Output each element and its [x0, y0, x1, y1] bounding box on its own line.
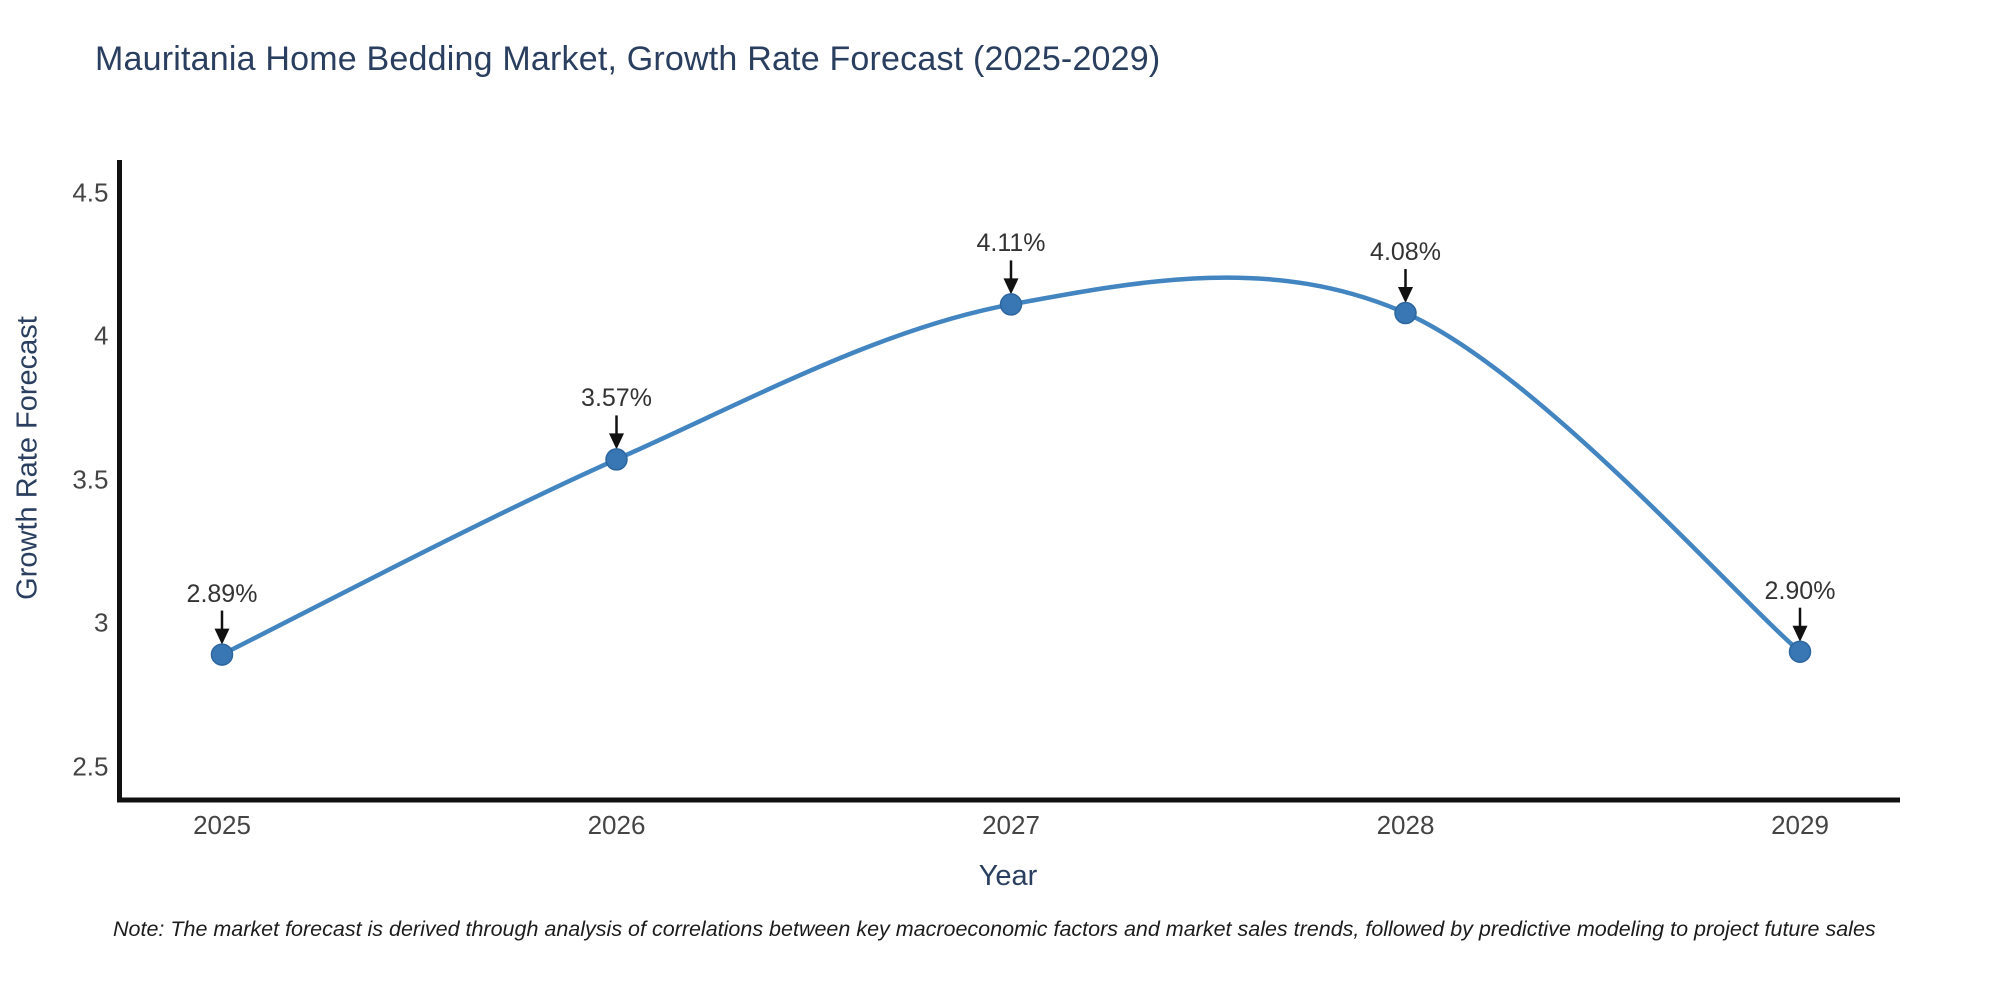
axis-spines [117, 160, 1900, 803]
y-tick-label: 4.5 [72, 177, 109, 207]
footnote: Note: The market forecast is derived thr… [113, 917, 1876, 941]
data-point-value-label: 4.08% [1370, 238, 1441, 267]
data-point-marker [1394, 301, 1417, 325]
x-tick-label: 2026 [587, 810, 646, 840]
x-tick-label: 2028 [1376, 810, 1435, 840]
annotation-arrow-head [609, 433, 624, 450]
data-point-marker [999, 293, 1023, 316]
data-point-marker [605, 448, 628, 471]
x-tick-label: 2029 [1771, 810, 1829, 840]
data-point-value-label: 2.89% [186, 579, 258, 608]
y-tick-label: 3.5 [72, 464, 109, 494]
annotation-arrow-head [214, 628, 230, 645]
data-point-marker [1788, 640, 1812, 663]
data-point-value-label: 4.11% [976, 229, 1046, 258]
chart-title: Mauritania Home Bedding Market, Growth R… [95, 40, 1161, 78]
y-tick-label: 3 [94, 607, 109, 638]
y-tick-label: 4 [94, 320, 109, 351]
annotation-arrow-head [1398, 287, 1413, 304]
data-point-value-label: 3.57% [581, 384, 652, 413]
data-point-marker [210, 643, 234, 666]
x-tick-label: 2025 [193, 810, 251, 840]
x-axis-title: Year [978, 860, 1038, 892]
data-point-value-label: 2.90% [1764, 576, 1836, 605]
annotation-arrow-head [1792, 625, 1808, 642]
y-tick-label: 2.5 [72, 751, 109, 781]
annotation-arrow-head [1003, 278, 1019, 295]
forecast-line [219, 275, 1803, 657]
x-tick-label: 2027 [982, 810, 1040, 840]
